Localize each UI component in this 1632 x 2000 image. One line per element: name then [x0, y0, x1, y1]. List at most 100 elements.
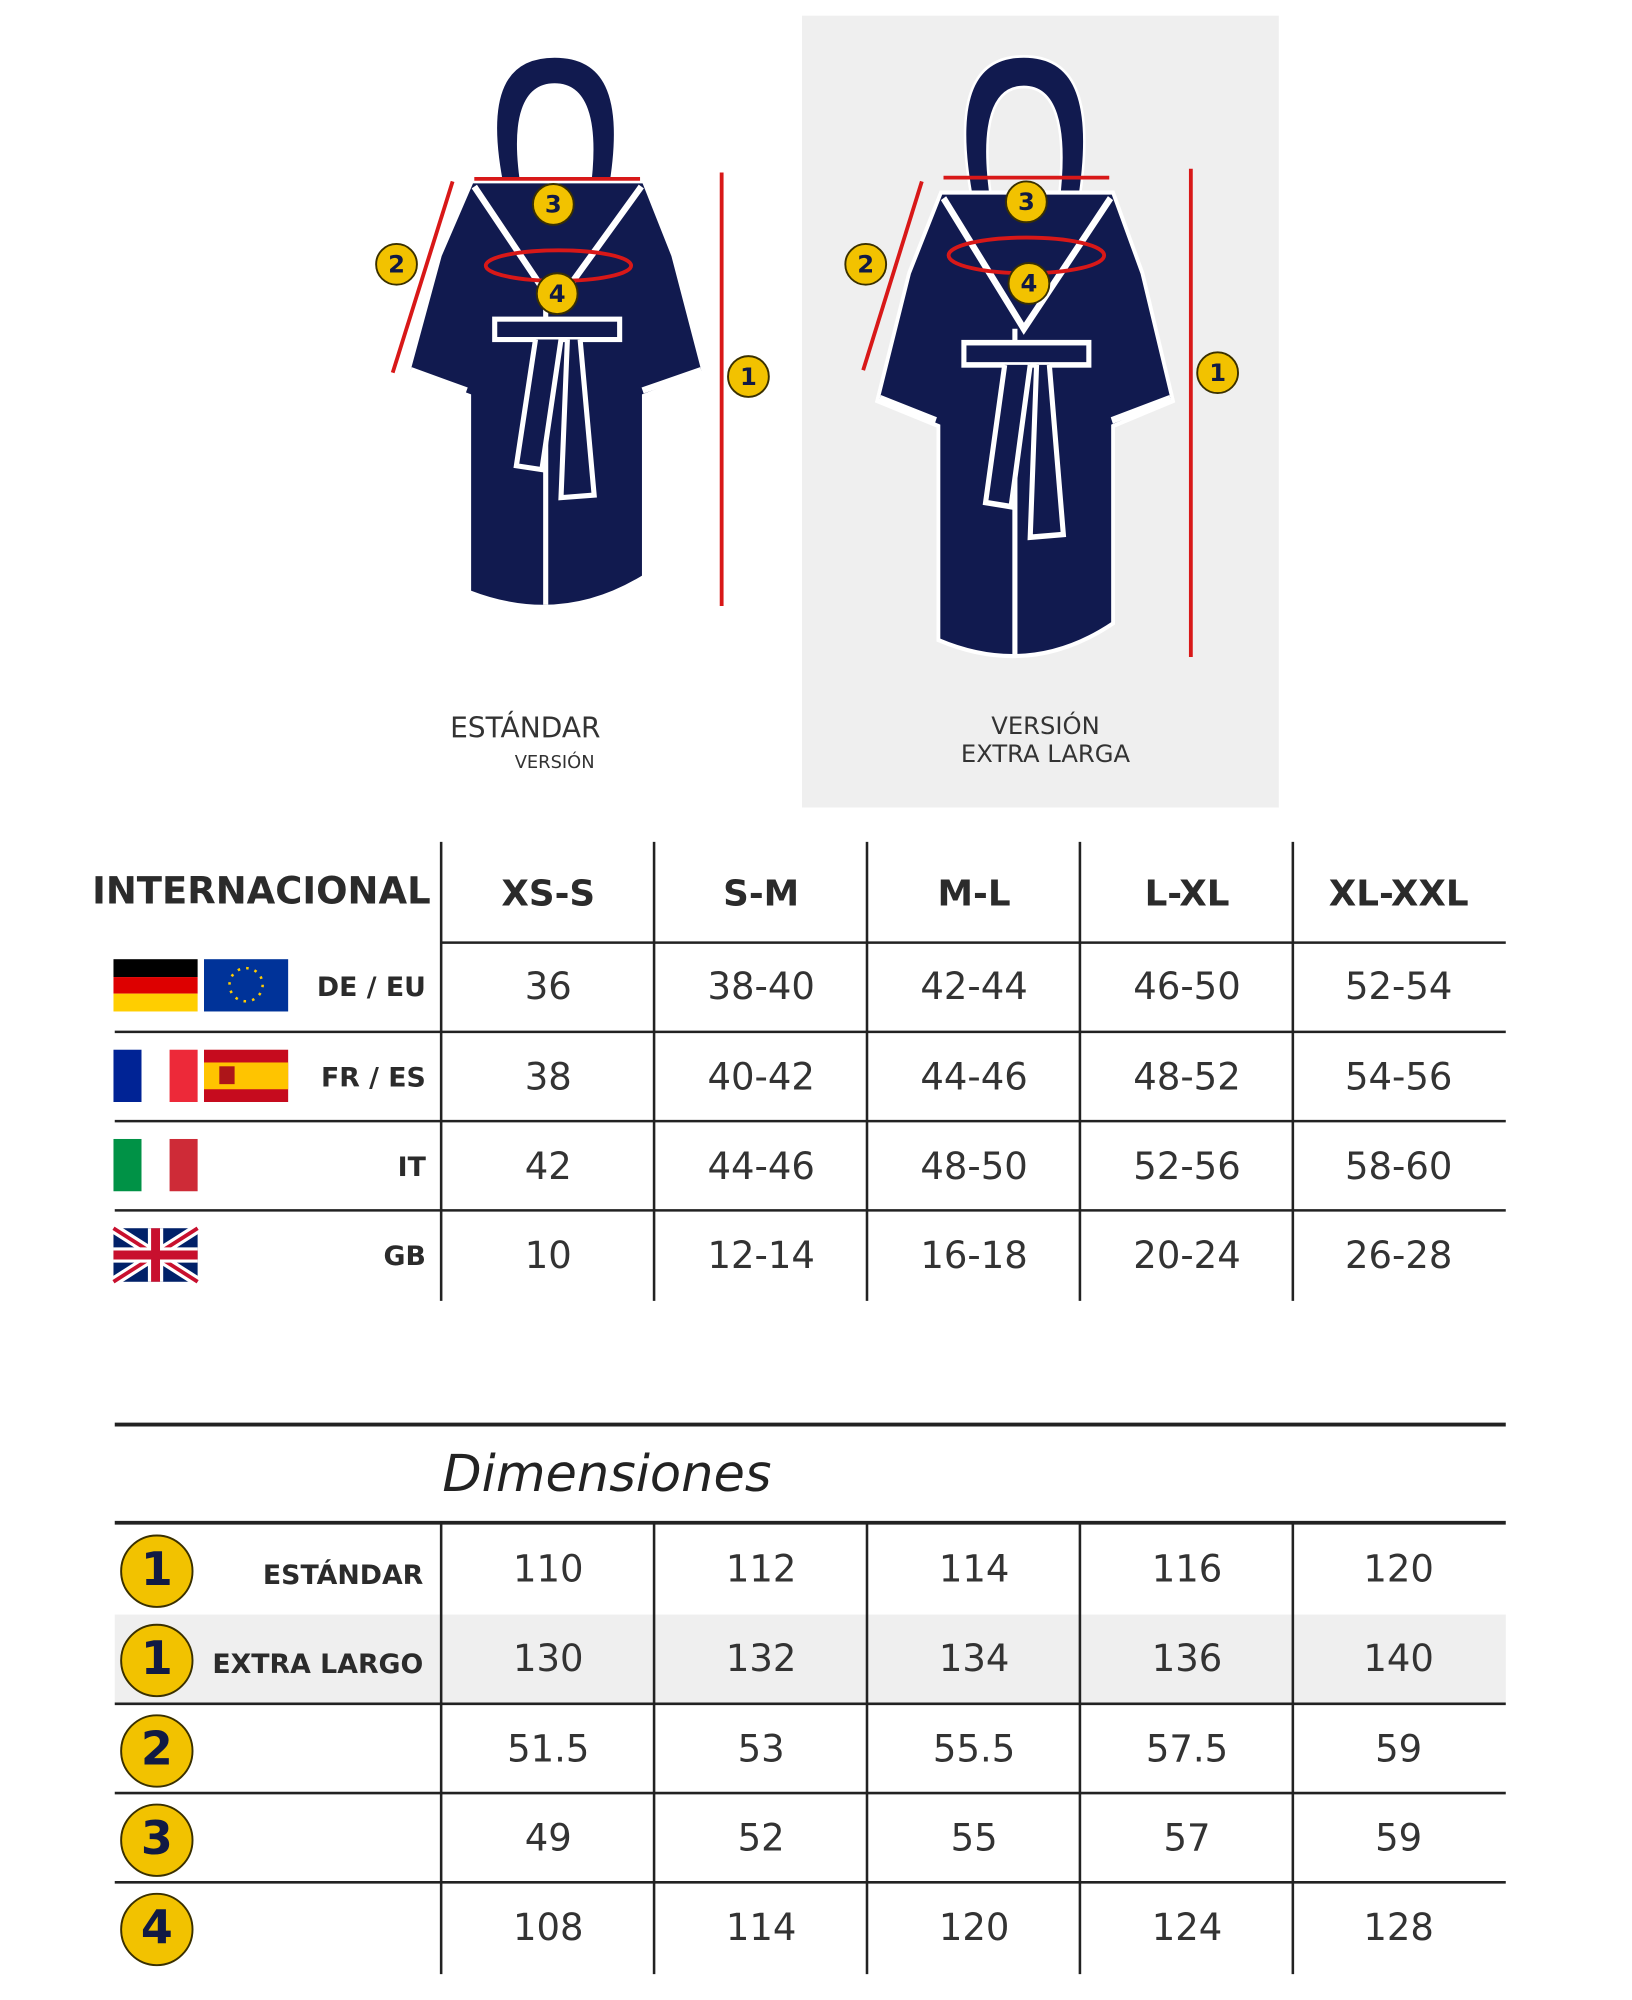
cell: 36 [525, 965, 572, 1008]
row-label: GB [383, 1241, 425, 1272]
cell: 114 [726, 1906, 797, 1949]
cell: 48-52 [1133, 1056, 1240, 1099]
caption: ESTÁNDAR [450, 711, 600, 745]
flag-fr [113, 1049, 198, 1102]
caption: VERSIÓN [515, 751, 595, 773]
cell: 16-18 [920, 1234, 1027, 1277]
marker-number: 3 [141, 1811, 173, 1865]
flag-it [113, 1138, 198, 1192]
cell: 55.5 [933, 1727, 1015, 1770]
measure-arrows [390, 172, 724, 607]
marker-number: 2 [141, 1722, 173, 1776]
column-header: M-L [938, 873, 1011, 914]
row-label: EXTRA LARGO [212, 1649, 423, 1680]
caption: VERSIÓN [991, 710, 1099, 740]
marker-number: 2 [857, 251, 874, 279]
column-header: L-XL [1145, 873, 1230, 914]
marker-number: 1 [740, 363, 757, 391]
cell: 49 [525, 1817, 572, 1860]
marker-badge [120, 1892, 194, 1967]
column-header: XS-S [501, 873, 595, 914]
cell: 26-28 [1345, 1234, 1452, 1277]
cell: 130 [513, 1637, 584, 1680]
cell: 12-14 [707, 1234, 814, 1277]
caption: EXTRA LARGA [961, 740, 1131, 768]
marker-number: 4 [1020, 270, 1037, 298]
row-highlight [114, 1614, 1506, 1704]
cell: 46-50 [1133, 965, 1240, 1008]
marker-badge [120, 1803, 194, 1877]
cell: 112 [726, 1548, 797, 1591]
marker-number: 1 [141, 1542, 173, 1596]
cell: 114 [939, 1548, 1010, 1591]
flag-de [113, 959, 198, 1012]
marker-number: 2 [388, 251, 405, 279]
table-header: INTERNACIONAL [92, 869, 431, 912]
cell: 116 [1152, 1548, 1223, 1591]
cell: 58-60 [1345, 1145, 1452, 1188]
marker-number: 4 [549, 280, 566, 308]
cell: 44-46 [920, 1056, 1027, 1099]
cell: 20-24 [1133, 1234, 1240, 1277]
cell: 52-54 [1345, 965, 1452, 1008]
marker-badge [727, 355, 770, 398]
measure-arrows [861, 168, 1193, 658]
flag-eu [204, 959, 289, 1012]
cell: 53 [738, 1727, 785, 1770]
marker-badge [120, 1714, 194, 1788]
cell: 59 [1375, 1817, 1422, 1860]
table-lines [114, 841, 1506, 1301]
row-label: FR / ES [321, 1063, 426, 1094]
column-header: XL-XXL [1329, 873, 1469, 914]
table-lines [114, 1422, 1506, 1975]
cell: 42 [525, 1145, 572, 1188]
marker-badge [844, 242, 888, 286]
cell: 59 [1375, 1727, 1422, 1770]
marker-badge [1196, 351, 1239, 395]
cell: 128 [1363, 1906, 1434, 1949]
cell: 38 [525, 1056, 572, 1099]
row-label: DE / EU [317, 972, 426, 1003]
cell: 38-40 [707, 965, 814, 1008]
cell: 54-56 [1345, 1056, 1452, 1099]
row-label: ESTÁNDAR [263, 1559, 424, 1591]
cell: 51.5 [507, 1727, 589, 1770]
cell: 132 [726, 1637, 797, 1680]
marker-number: 3 [545, 191, 562, 219]
cell: 110 [513, 1548, 584, 1591]
cell: 52 [738, 1817, 785, 1860]
cell: 44-46 [707, 1145, 814, 1188]
table-title: Dimensiones [442, 1445, 771, 1504]
cell: 134 [939, 1637, 1010, 1680]
marker-badge [120, 1534, 194, 1608]
cell: 57 [1164, 1817, 1211, 1860]
cell: 108 [513, 1906, 584, 1949]
marker-badge [531, 183, 575, 226]
flag-es [204, 1049, 289, 1102]
cell: 42-44 [920, 965, 1027, 1008]
marker-badge [535, 272, 579, 316]
column-header: S-M [723, 873, 799, 914]
cell: 124 [1152, 1906, 1223, 1949]
marker-badge [1007, 262, 1051, 305]
marker-number: 1 [1209, 359, 1226, 387]
marker-badge [1005, 180, 1048, 224]
marker-number: 4 [141, 1900, 173, 1954]
cell: 48-50 [920, 1145, 1027, 1188]
cell: 140 [1363, 1637, 1434, 1680]
cell: 40-42 [707, 1056, 814, 1099]
marker-badge [120, 1623, 194, 1698]
cell: 120 [1363, 1548, 1434, 1591]
flag-gb [110, 1223, 201, 1287]
robe-illustration [408, 57, 704, 607]
cell: 52-56 [1133, 1145, 1240, 1188]
marker-number: 3 [1018, 188, 1035, 216]
cell: 136 [1152, 1637, 1223, 1680]
marker-number: 1 [141, 1631, 173, 1685]
cell: 10 [525, 1234, 572, 1277]
cell: 57.5 [1146, 1727, 1228, 1770]
cell: 120 [939, 1906, 1010, 1949]
cell: 55 [951, 1817, 998, 1860]
marker-badge [375, 242, 418, 286]
